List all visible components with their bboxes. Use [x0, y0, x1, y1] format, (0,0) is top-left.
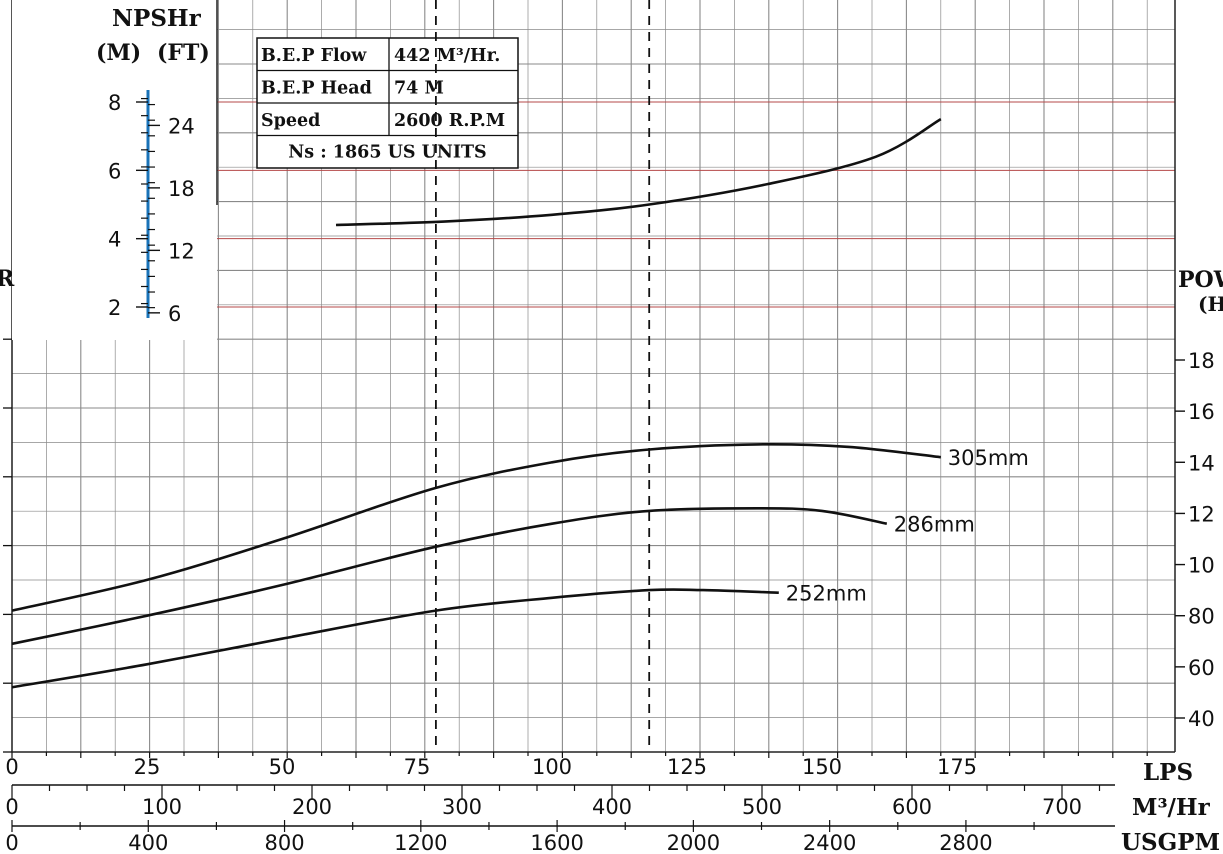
- npsh-curve: [335, 117, 942, 227]
- lps-tick-label: 125: [667, 755, 707, 779]
- usgpm-tick-label: 1200: [394, 831, 447, 854]
- m3hr-tick-label: 600: [892, 795, 932, 819]
- npsh-tick-label-ft: 12: [168, 239, 195, 263]
- npsh-tick-label-m: 8: [108, 91, 121, 115]
- usgpm-tick-label: 800: [265, 831, 305, 854]
- lps-tick-label: 175: [937, 755, 977, 779]
- bep-row-label: B.E.P Head: [261, 79, 372, 99]
- m3hr-tick-label: 500: [742, 795, 782, 819]
- m3hr-tick-label: 300: [442, 795, 482, 819]
- power-tick-label: 18: [1188, 349, 1215, 373]
- series-label-252mm: 252mm: [786, 582, 867, 606]
- m3hr-axis-label: M³/Hr: [1132, 794, 1211, 821]
- m3hr-tick-label: 700: [1042, 795, 1082, 819]
- m3hr-tick-label: 100: [142, 795, 182, 819]
- power-tick-label: 60: [1188, 656, 1215, 680]
- power-tick-label: 40: [1188, 707, 1215, 731]
- bep-footer: Ns : 1865 US UNITS: [288, 143, 486, 163]
- lps-tick-label: 75: [404, 755, 431, 779]
- npsh-tick-label-ft: 6: [168, 302, 181, 326]
- npsh-tick-label-m: 4: [108, 228, 121, 252]
- power-curve-252mm: [11, 588, 779, 689]
- power-tick-label: 14: [1188, 451, 1215, 475]
- bep-row-value: 2600 R.P.M: [394, 111, 505, 131]
- lps-tick-label: 50: [269, 755, 296, 779]
- power-curve-286mm: [11, 507, 888, 646]
- usgpm-tick-label: 1600: [530, 831, 583, 854]
- npsh-title: NPSHr: [112, 5, 202, 32]
- m3hr-tick-label: 0: [5, 795, 18, 819]
- bep-row-label: Speed: [261, 111, 320, 131]
- series-label-305mm: 305mm: [948, 446, 1029, 470]
- power-axis-label: POW: [1178, 267, 1223, 293]
- usgpm-tick-label: 0: [5, 831, 18, 854]
- power-tick-label: 80: [1188, 605, 1215, 629]
- bep-row-value: 442 M³/Hr.: [394, 46, 500, 66]
- npsh-unit-ft: (FT): [157, 40, 210, 66]
- lps-tick-label: 150: [802, 755, 842, 779]
- lps-tick-label: 0: [5, 755, 18, 779]
- m3hr-tick-label: 200: [292, 795, 332, 819]
- bep-row-value: 74 M: [394, 79, 444, 99]
- npsh-tick-label-ft: 24: [168, 114, 195, 138]
- usgpm-axis-label: USGPM: [1121, 829, 1220, 854]
- npsh-background: [12, 0, 217, 340]
- reference-lines: [434, 0, 651, 752]
- power-curve-305mm: [11, 443, 941, 612]
- left-label-backdrop: [0, 262, 11, 292]
- npsh-unit-m: (M): [96, 40, 141, 66]
- bep-row-label: B.E.P Flow: [261, 46, 367, 66]
- usgpm-tick-label: 2400: [803, 831, 856, 854]
- power-tick-label: 10: [1188, 554, 1215, 578]
- lps-axis-label: LPS: [1143, 759, 1193, 786]
- axes: RPOW(H4060801012141618025507510012515017…: [0, 262, 1223, 854]
- npsh-tick-label-m: 6: [108, 159, 121, 183]
- power-tick-label: 16: [1188, 400, 1215, 424]
- power-axis-unit: (H: [1198, 292, 1223, 316]
- m3hr-tick-label: 400: [592, 795, 632, 819]
- curves: 305mm 286mm 252mm: [11, 117, 1029, 689]
- left-axis-label-fragment: R: [0, 266, 15, 292]
- lps-tick-label: 100: [532, 755, 572, 779]
- bep-table: B.E.P Flow 442 M³/Hr. B.E.P Head 74 M Speed 2…: [256, 37, 519, 169]
- usgpm-tick-label: 2800: [939, 831, 992, 854]
- usgpm-tick-label: 400: [128, 831, 168, 854]
- npsh-tick-label-ft: 18: [168, 177, 195, 201]
- lps-tick-label: 25: [134, 755, 161, 779]
- power-tick-label: 12: [1188, 502, 1215, 526]
- npsh-tick-label-m: 2: [108, 296, 121, 320]
- series-label-286mm: 286mm: [894, 513, 975, 537]
- usgpm-tick-label: 2000: [667, 831, 720, 854]
